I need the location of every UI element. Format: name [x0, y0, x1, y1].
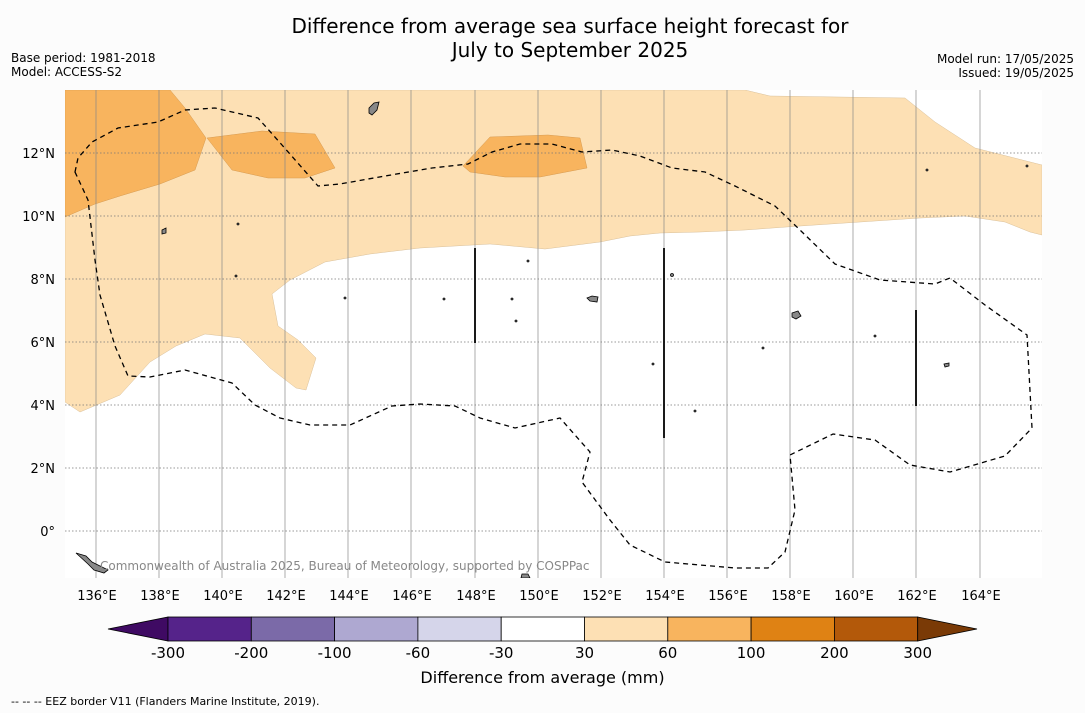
lon-label-142e: 142°E — [266, 589, 306, 604]
colorbar-tick-3: -100 — [318, 644, 352, 662]
lon-label-136e: 136°E — [77, 589, 117, 604]
colorbar-swatch-1 — [167, 616, 252, 642]
colorbar-swatch-7 — [667, 616, 752, 642]
gridlines — [95, 90, 981, 578]
lon-label-154e: 154°E — [645, 589, 685, 604]
longitude-labels: 136°E 138°E 140°E 142°E 144°E 146°E 148°… — [77, 589, 1001, 604]
eez-footnote: -- -- -- EEZ border V11 (Flanders Marine… — [11, 695, 320, 708]
colorbar-swatch-2 — [250, 616, 336, 642]
colorbar-swatch-8 — [750, 616, 835, 642]
island-small-8 — [442, 297, 446, 301]
island-png-north — [75, 552, 109, 574]
lat-label-10n: 10°N — [22, 210, 55, 225]
colorbar-tick-10: 300 — [903, 644, 932, 662]
lat-label-6n: 6°N — [31, 336, 56, 351]
island-small-11 — [925, 168, 929, 172]
island-small-4 — [651, 362, 655, 366]
island-ngulu — [161, 227, 167, 235]
lon-label-156e: 156°E — [708, 589, 748, 604]
lon-label-164e: 164°E — [961, 589, 1001, 604]
lat-label-2n: 2°N — [31, 462, 56, 477]
island-small-13 — [343, 296, 347, 300]
colorbar-swatch-4 — [417, 616, 502, 642]
colorbar-swatch-5 — [500, 616, 585, 642]
boundary-lines — [474, 248, 917, 438]
lon-label-144e: 144°E — [329, 589, 369, 604]
lat-label-12n: 12°N — [22, 147, 55, 162]
lon-label-162e: 162°E — [897, 589, 937, 604]
island-kosrae — [943, 362, 950, 368]
island-south-edge — [520, 573, 531, 578]
colorbar-tick-7: 60 — [658, 644, 677, 662]
model-name: Model: ACCESS-S2 — [11, 65, 123, 79]
island-small-1 — [670, 273, 674, 277]
title-line-1: Difference from average sea surface heig… — [291, 14, 849, 38]
island-chuuk — [586, 295, 599, 303]
island-small-3 — [234, 274, 238, 278]
lon-label-146e: 146°E — [392, 589, 432, 604]
colorbar-swatch-3 — [334, 616, 419, 642]
title-line-2: July to September 2025 — [451, 38, 689, 62]
colorbar — [107, 616, 978, 642]
issued-date: Issued: 19/05/2025 — [958, 66, 1074, 80]
lat-label-0: 0° — [40, 525, 55, 540]
colorbar-extend-high — [917, 616, 978, 642]
island-small-2 — [526, 259, 530, 263]
lon-label-140e: 140°E — [203, 589, 243, 604]
lon-label-158e: 158°E — [771, 589, 811, 604]
colorbar-extend-low — [107, 616, 169, 642]
colorbar-swatch-6 — [584, 616, 669, 642]
island-small-10 — [873, 334, 877, 338]
colorbar-swatch-9 — [834, 616, 919, 642]
latitude-labels: 12°N 10°N 8°N 6°N 4°N 2°N 0° — [22, 147, 55, 540]
colorbar-ticks: -300 -200 -100 -60 -30 30 60 100 200 300 — [151, 644, 932, 662]
lon-label-138e: 138°E — [140, 589, 180, 604]
lon-label-148e: 148°E — [456, 589, 496, 604]
base-info: Base period: 1981-2018 Model: ACCESS-S2 — [11, 51, 156, 79]
island-small-9 — [761, 346, 765, 350]
lat-label-4n: 4°N — [31, 399, 56, 414]
island-small-14 — [236, 222, 240, 226]
lat-label-8n: 8°N — [31, 273, 56, 288]
base-period: Base period: 1981-2018 — [11, 51, 156, 65]
islands — [75, 101, 1029, 578]
colorbar-tick-2: -200 — [234, 644, 268, 662]
copyright-text: Commonwealth of Australia 2025, Bureau o… — [100, 559, 590, 573]
colorbar-tick-5: -30 — [489, 644, 514, 662]
colorbar-tick-9: 200 — [820, 644, 849, 662]
run-info: Model run: 17/05/2025 Issued: 19/05/2025 — [937, 52, 1074, 80]
island-small-7 — [514, 319, 518, 323]
colorbar-tick-1: -300 — [151, 644, 185, 662]
chart-title: Difference from average sea surface heig… — [230, 14, 910, 62]
map-area: Commonwealth of Australia 2025, Bureau o… — [65, 90, 1042, 578]
colorbar-tick-8: 100 — [737, 644, 766, 662]
island-small-12 — [1025, 164, 1029, 168]
colorbar-tick-6: 30 — [575, 644, 594, 662]
island-guam — [368, 101, 380, 116]
lon-label-160e: 160°E — [834, 589, 874, 604]
eez-border — [74, 107, 1033, 569]
island-pohnpei — [791, 310, 802, 320]
colorbar-tick-4: -60 — [406, 644, 431, 662]
model-run: Model run: 17/05/2025 — [936, 52, 1074, 66]
colorbar-label: Difference from average (mm) — [420, 668, 665, 687]
lon-label-150e: 150°E — [519, 589, 559, 604]
island-small-5 — [693, 409, 697, 413]
island-small-6 — [510, 297, 514, 301]
anomaly-region-60-100-west — [65, 90, 207, 218]
lon-label-152e: 152°E — [582, 589, 622, 604]
